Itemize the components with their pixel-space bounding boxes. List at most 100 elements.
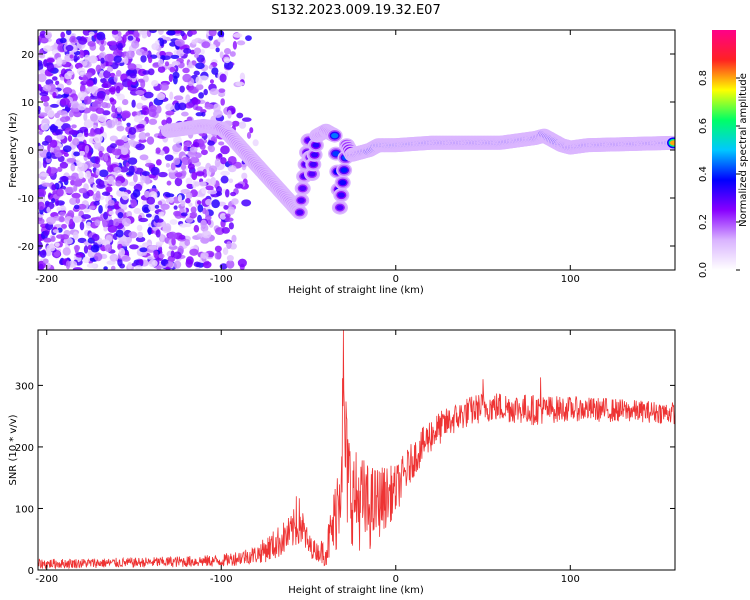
spectrogram-noise-blob — [172, 136, 182, 144]
spectrogram-noise-blob — [87, 41, 96, 47]
spectrogram-noise-blob — [44, 31, 53, 39]
spectrogram-noise-blob — [195, 266, 201, 270]
spectrogram-noise-blob — [38, 160, 42, 169]
spectrogram-noise-blob — [56, 206, 62, 212]
spectrogram-noise-blob — [120, 153, 130, 161]
spectrogram-noise-blob — [173, 95, 184, 101]
spectrogram-noise-blob — [210, 176, 217, 186]
spectrogram-noise-blob — [208, 145, 216, 153]
spectrogram-noise-blob — [60, 234, 70, 240]
colorbar-tick-label: 0.2 — [698, 214, 709, 230]
spectrogram-noise-blob — [194, 181, 200, 187]
spectrogram-noise-blob — [144, 190, 151, 198]
spectrogram-noise-blob — [64, 186, 75, 194]
spectrogram-noise-blob — [109, 72, 116, 78]
spectrogram-noise-blob — [92, 183, 98, 192]
spectrogram-noise-blob — [228, 178, 234, 184]
spectrogram-noise-blob — [50, 103, 59, 108]
spectrogram-noise-blob — [128, 126, 137, 135]
colorbar-gradient — [712, 30, 736, 270]
colorbar-tick-label: 0.4 — [698, 166, 709, 182]
spectrogram-noise-blob — [115, 180, 122, 187]
spectrogram-noise-blob — [220, 98, 225, 106]
spectrogram-noise-blob — [125, 50, 135, 60]
spectrogram-noise-blob — [95, 107, 105, 114]
spectrogram-noise-blob — [131, 40, 140, 49]
spectrogram-noise-blob — [86, 263, 97, 269]
spectrogram-noise-blob — [220, 145, 230, 155]
spectrogram-noise-blob — [223, 58, 231, 64]
spectrogram-noise-blob — [107, 175, 115, 185]
spectrogram-noise-blob — [185, 198, 191, 204]
snr-plot-area — [38, 330, 675, 570]
spectrogram-noise-blob — [62, 145, 72, 153]
spectrogram-ridge-cell — [311, 152, 319, 158]
spectrogram-noise-blob — [224, 217, 234, 222]
spectrogram-noise-blob — [38, 130, 43, 135]
spectrogram-noise-blob — [79, 84, 86, 94]
spectrogram-noise-blob — [160, 203, 170, 210]
spectrogram-noise-blob — [226, 259, 235, 269]
spectrogram-noise-blob — [128, 165, 135, 174]
spectrogram-noise-blob — [170, 162, 176, 171]
spectrogram-noise-blob — [56, 110, 66, 116]
spectrogram-noise-blob — [217, 30, 225, 37]
spectrogram-noise-blob — [42, 258, 49, 264]
spectrogram-noise-blob — [119, 166, 129, 173]
spectrogram-noise-blob — [67, 134, 73, 142]
spectrogram-noise-blob — [87, 132, 98, 137]
spectrogram-noise-blob — [59, 76, 65, 81]
spectrogram-noise-blob — [133, 173, 138, 183]
spectrogram-noise-blob — [152, 62, 160, 68]
spectrogram-x-tick-label: 100 — [561, 274, 580, 285]
spectrogram-noise-blob — [109, 253, 119, 262]
spectrogram-noise-blob — [201, 230, 212, 239]
spectrogram-noise-blob — [161, 259, 169, 265]
spectrogram-noise-blob — [140, 174, 147, 184]
spectrogram-noise-blob — [138, 217, 149, 223]
spectrogram-noise-blob — [97, 114, 108, 122]
spectrogram-noise-blob — [238, 121, 247, 129]
spectrogram-noise-blob — [83, 112, 88, 122]
spectrogram-noise-blob — [249, 127, 254, 134]
spectrogram-noise-blob — [133, 30, 139, 38]
spectrogram-noise-blob — [131, 99, 136, 108]
spectrogram-noise-blob — [38, 59, 43, 67]
spectrogram-noise-blob — [231, 234, 237, 243]
spectrogram-noise-blob — [93, 252, 103, 262]
spectrogram-noise-blob — [106, 66, 114, 72]
spectrogram-noise-blob — [200, 109, 207, 114]
spectrogram-noise-blob — [98, 72, 104, 78]
spectrogram-noise-blob — [73, 54, 78, 63]
spectrogram-noise-blob — [202, 261, 212, 269]
spectrogram-noise-blob — [223, 205, 229, 210]
spectrogram-noise-blob — [109, 97, 115, 103]
spectrogram-ridge-cell — [296, 209, 304, 215]
spectrogram-noise-blob — [147, 226, 152, 236]
spectrogram-noise-blob — [104, 244, 112, 253]
spectrogram-noise-blob — [54, 120, 64, 127]
spectrogram-noise-blob — [85, 72, 93, 78]
spectrogram-noise-blob — [69, 197, 78, 205]
spectrogram-noise-blob — [239, 72, 246, 82]
spectrogram-noise-blob — [38, 53, 46, 59]
spectrogram-noise-blob — [82, 256, 90, 264]
spectrogram-noise-blob — [229, 51, 236, 57]
spectrogram-noise-blob — [102, 110, 111, 116]
spectrogram-noise-blob — [118, 247, 126, 257]
spectrogram-noise-blob — [218, 141, 225, 146]
spectrogram-noise-blob — [38, 73, 47, 83]
spectrogram-noise-blob — [60, 97, 70, 106]
spectrogram-noise-blob — [41, 140, 49, 146]
spectrogram-noise-blob — [191, 60, 197, 66]
spectrogram-noise-blob — [235, 81, 245, 87]
spectrogram-noise-blob — [148, 203, 157, 212]
spectrogram-noise-blob — [187, 163, 195, 170]
spectrogram-noise-blob — [94, 98, 104, 105]
spectrogram-noise-blob — [207, 219, 212, 226]
spectrogram-noise-blob — [65, 44, 74, 52]
spectrogram-noise-blob — [129, 244, 139, 250]
spectrogram-noise-blob — [120, 147, 129, 156]
spectrogram-noise-blob — [103, 211, 109, 220]
spectrogram-noise-blob — [190, 206, 197, 214]
